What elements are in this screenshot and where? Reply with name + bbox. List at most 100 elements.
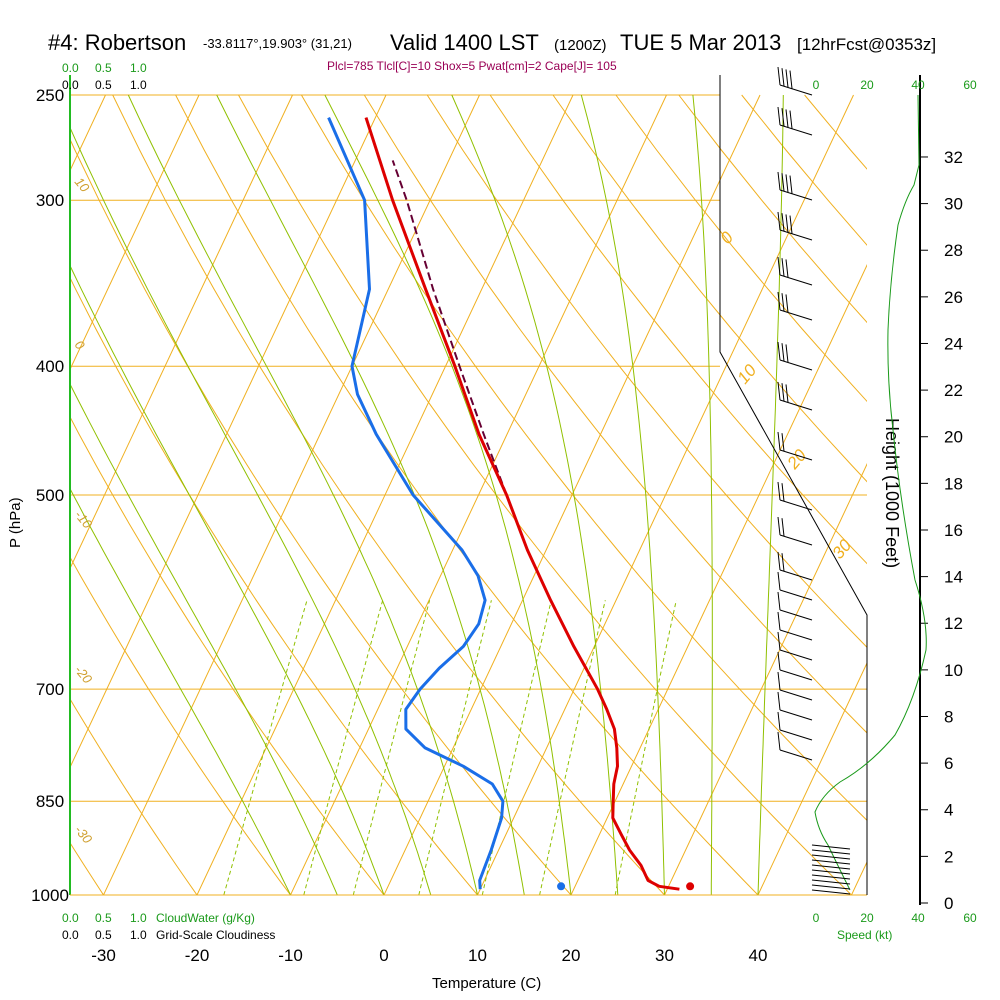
wind-barb [777, 631, 813, 661]
height-tick-18: 18 [944, 474, 963, 493]
mixing-ratio-label: 12 [541, 893, 562, 914]
speed-tick-bottom-20: 20 [860, 911, 874, 925]
mixing-ratio-line [352, 600, 431, 895]
isotherm-line [664, 462, 867, 895]
wind-barb [777, 481, 813, 511]
isotherm-label: 30 [829, 535, 856, 562]
speed-tick-top-60: 60 [963, 78, 977, 92]
wind-panel-boundary [719, 75, 868, 895]
temperature-tick-20: 20 [562, 946, 581, 965]
cloudiness-scale-05-top: 0.5 [95, 78, 112, 92]
cloudiness-scale-0-top: 0.0 [62, 78, 79, 92]
height-tick-4: 4 [944, 801, 953, 820]
wind-barb [777, 291, 813, 321]
forecast-label: [12hrFcst@0353z] [797, 35, 936, 54]
mixing-ratio-line [418, 600, 492, 895]
mixing-ratio-line [303, 600, 384, 895]
cloudwater-scale-1-bottom: 1.0 [130, 911, 147, 925]
dry-adiabat [70, 697, 198, 895]
isotherm-line [383, 94, 761, 895]
isotherm-line [196, 94, 574, 895]
cloudwater-scale-0-bottom: 0.0 [62, 911, 79, 925]
wind-speed-profile [814, 94, 927, 891]
height-tick-32: 32 [944, 148, 963, 167]
pressure-tick-850: 850 [36, 792, 64, 811]
wind-barb [777, 381, 813, 411]
cloudwater-scale-05-top: 0.5 [95, 61, 112, 75]
wind-barb-low [811, 884, 851, 890]
moist-adiabat [70, 382, 338, 895]
isotherm-line [70, 94, 387, 769]
wind-barb [777, 731, 813, 761]
temperature-tick-10: 10 [468, 946, 487, 965]
wind-barbs [777, 66, 851, 895]
height-tick-12: 12 [944, 614, 963, 633]
speed-axis-label: Speed (kt) [837, 928, 892, 942]
pressure-tick-labels: 250 300 400 500 700 850 1000 [31, 86, 69, 905]
zulu-time: (1200Z) [554, 37, 607, 54]
cloudwater-scale-1-top: 1.0 [130, 61, 147, 75]
temperature-tick--30: -30 [91, 946, 116, 965]
temperature-tick-0: 0 [379, 946, 388, 965]
height-tick-10: 10 [944, 661, 963, 680]
height-tick-6: 6 [944, 754, 953, 773]
height-tick-8: 8 [944, 707, 953, 726]
wind-barb [777, 516, 813, 546]
mixing-ratio-line [223, 600, 308, 895]
wind-barb [777, 691, 813, 721]
dry-adiabat [70, 556, 291, 895]
valid-time: Valid 1400 LST [390, 30, 539, 55]
height-tick-20: 20 [944, 428, 963, 447]
dry-adiabat [426, 94, 867, 649]
wind-barb [777, 611, 813, 641]
wind-barb-low [811, 874, 851, 880]
mixing-ratio-line [614, 600, 677, 895]
isotherm-line [70, 94, 293, 570]
moist-adiabat [216, 94, 525, 895]
dry-adiabat-label: 10 [72, 174, 93, 195]
cloudiness-scale-1-bottom: 1.0 [130, 928, 147, 942]
height-tick-14: 14 [944, 568, 963, 587]
wind-barb [777, 431, 813, 461]
speed-tick-bottom-0: 0 [813, 911, 820, 925]
cloudiness-scale-05-bottom: 0.5 [95, 928, 112, 942]
moist-adiabat [70, 264, 385, 895]
wind-barb-low [811, 869, 851, 875]
wind-barb-low [811, 854, 851, 860]
cloudiness-scale-1-top: 1.0 [130, 78, 147, 92]
wind-barb-low [811, 879, 851, 885]
dry-adiabat [238, 94, 852, 895]
isotherm-line [70, 94, 200, 371]
wind-barb [777, 571, 813, 601]
cloudiness-scale-0-bottom: 0.0 [62, 928, 79, 942]
dry-adiabat [615, 94, 867, 403]
dry-adiabat [112, 94, 665, 895]
dry-adiabat [489, 94, 867, 565]
mixing-ratio-label: 2 [307, 898, 323, 915]
temperature-tick-30: 30 [655, 946, 674, 965]
mixing-ratio-line [539, 600, 606, 895]
mixing-ratio-label: 20 [618, 893, 640, 915]
pressure-tick-400: 400 [36, 357, 64, 376]
dry-adiabat [363, 94, 867, 734]
wind-barb [777, 551, 813, 581]
cloudwater-scale-0-top: 0.0 [62, 61, 79, 75]
moist-adiabat [692, 94, 713, 895]
pressure-tick-500: 500 [36, 486, 64, 505]
moist-adiabat [757, 94, 784, 895]
height-tick-2: 2 [944, 847, 953, 866]
parameters-line: Plcl=785 Tlcl[C]=10 Shox=5 Pwat[cm]=2 Ca… [327, 59, 617, 73]
isotherm-line [757, 661, 867, 895]
wind-barb [777, 256, 813, 286]
dry-adiabat [300, 94, 867, 822]
temperature-tick--10: -10 [278, 946, 303, 965]
surface-temperature-point [686, 882, 695, 891]
mixing-ratio-label: 5 [421, 898, 436, 915]
station-title: #4: Robertson [48, 30, 186, 55]
speed-tick-top-0: 0 [813, 78, 820, 92]
dry-adiabat-label: 0 [72, 337, 89, 353]
